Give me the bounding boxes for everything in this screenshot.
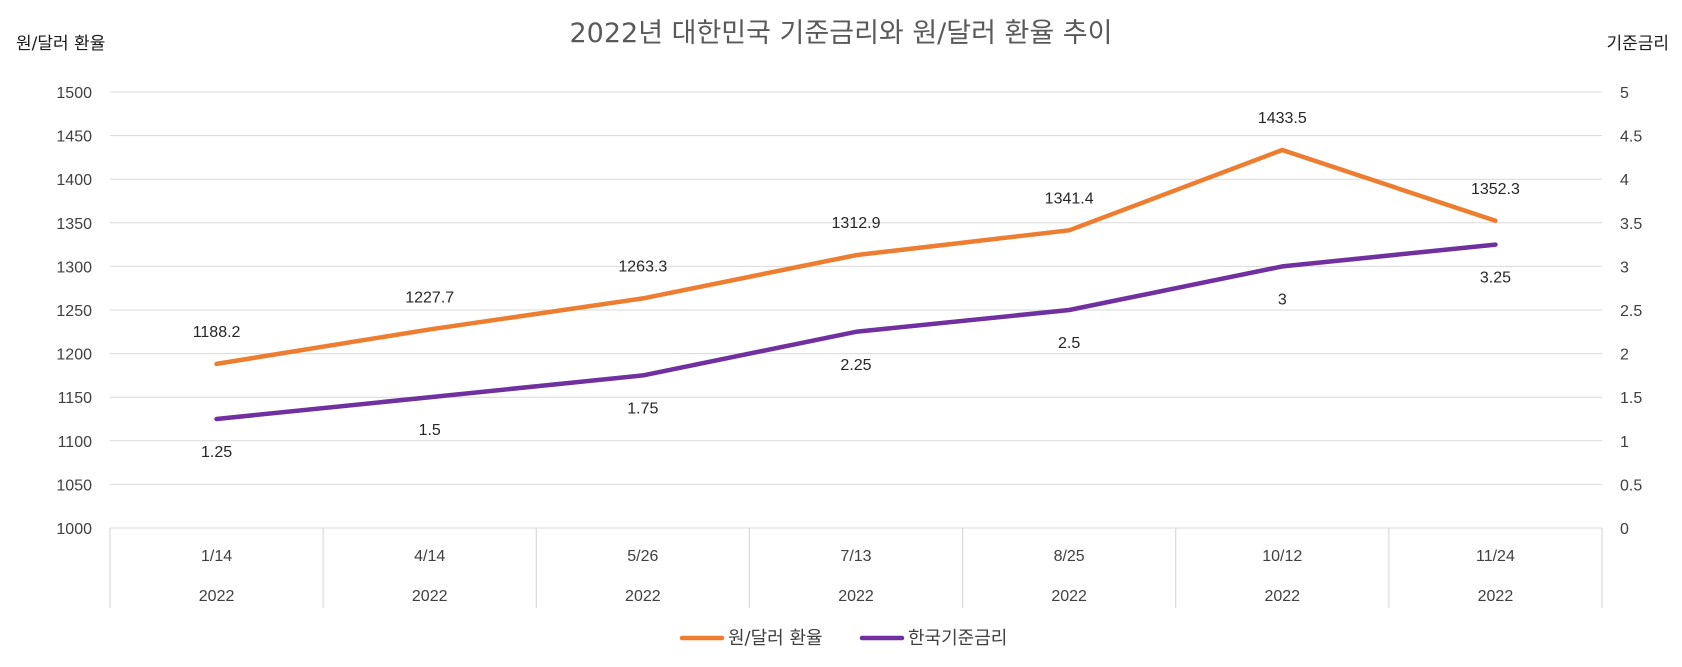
right-tick-label: 2: [1620, 347, 1629, 364]
right-tick-label: 4.5: [1620, 129, 1642, 146]
series-line-2: [214, 242, 1498, 422]
right-tick-label: 2.5: [1620, 303, 1642, 320]
left-axis-title: 원/달러 환율: [16, 34, 105, 54]
x-tick-label: 8/25: [1054, 548, 1085, 565]
x-tick-year-label: 2022: [625, 588, 661, 605]
left-tick-label: 1300: [56, 259, 92, 276]
data-label: 1433.5: [1258, 110, 1307, 127]
left-tick-label: 1350: [56, 216, 92, 233]
data-label: 1.75: [627, 400, 658, 417]
x-tick-year-label: 2022: [1264, 588, 1300, 605]
data-label: 1341.4: [1045, 190, 1094, 207]
left-tick-label: 1100: [58, 434, 93, 451]
right-tick-label: 3: [1620, 259, 1629, 276]
data-label: 1.5: [419, 422, 441, 439]
left-tick-label: 1200: [56, 347, 92, 364]
data-label: 3: [1278, 291, 1287, 308]
series-line-1: [214, 147, 1498, 367]
x-tick-year-label: 2022: [838, 588, 874, 605]
left-axis: 1000 1050 1100 1150 1200 1250 1300 1350 1400 1450…: [56, 85, 92, 538]
data-label: 1352.3: [1471, 181, 1520, 198]
data-label: 1188.2: [193, 324, 241, 341]
right-tick-label: 1: [1620, 434, 1629, 451]
data-label: 2.25: [840, 357, 871, 374]
x-tick-label: 10/12: [1262, 548, 1302, 565]
left-tick-label: 1400: [56, 172, 92, 189]
data-label: 1227.7: [405, 289, 454, 306]
right-axis-title: 기준금리: [1606, 34, 1669, 54]
gridlines: [110, 91, 1602, 529]
x-tick-year-label: 2022: [1478, 588, 1514, 605]
data-label: 3.25: [1480, 270, 1511, 287]
series-lines: [214, 147, 1498, 422]
left-tick-label: 1450: [56, 129, 92, 146]
legend-label-2: 한국기준금리: [908, 628, 1007, 649]
right-tick-label: 0: [1620, 521, 1629, 538]
x-tick-year-label: 2022: [412, 588, 448, 605]
x-tick-label: 4/14: [414, 548, 445, 565]
x-tick-label: 5/26: [627, 548, 658, 565]
left-tick-label: 1150: [58, 390, 93, 407]
data-label: 1.25: [201, 444, 232, 461]
data-labels: 1188.2 1227.7 1263.3 1312.9 1341.4 1433.5 1352…: [193, 110, 1520, 461]
data-label: 2.5: [1058, 335, 1080, 352]
right-axis: 0 0.5 1 1.5 2 2.5 3 3.5 4 4.5 5: [1620, 85, 1642, 538]
right-tick-label: 0.5: [1620, 477, 1642, 494]
data-label: 1263.3: [618, 258, 667, 275]
legend: 원/달러 환율 한국기준금리: [679, 628, 1007, 649]
left-tick-label: 1500: [56, 85, 92, 102]
x-tick-year-label: 2022: [1051, 588, 1087, 605]
x-tick-year-label: 2022: [199, 588, 235, 605]
right-tick-label: 1.5: [1620, 390, 1642, 407]
chart-title: 2022년 대한민국 기준금리와 원/달러 환율 추이: [569, 18, 1112, 49]
right-tick-label: 5: [1620, 85, 1629, 102]
legend-label-1: 원/달러 환율: [728, 628, 823, 649]
left-tick-label: 1000: [56, 521, 92, 538]
x-axis: 1/14 2022 4/14 2022 5/26 2022 7/13 2022 8/25 2022…: [109, 528, 1603, 608]
x-tick-label: 11/24: [1476, 548, 1515, 565]
left-tick-label: 1250: [56, 303, 92, 320]
x-tick-label: 7/13: [840, 548, 871, 565]
right-tick-label: 3.5: [1620, 216, 1642, 233]
data-label: 1312.9: [832, 215, 881, 232]
left-tick-label: 1050: [56, 477, 92, 494]
x-tick-label: 1/14: [201, 548, 232, 565]
right-tick-label: 4: [1620, 172, 1629, 189]
